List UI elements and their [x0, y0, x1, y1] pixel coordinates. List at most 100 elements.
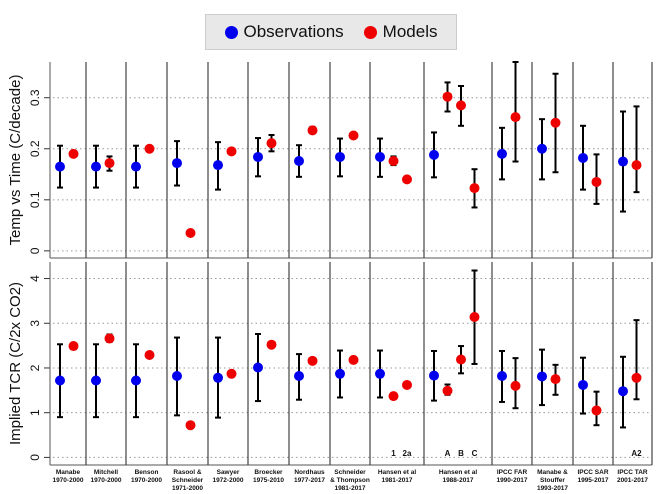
- legend-marker-models: [363, 25, 377, 39]
- y-tick-label: 2: [28, 364, 42, 371]
- model-point: [456, 354, 466, 365]
- column-label: 1981-2017: [334, 485, 365, 492]
- y-tick-label: 3: [28, 320, 42, 327]
- column-label: Sawyer: [217, 469, 240, 476]
- column-label: Hansen et al: [378, 469, 416, 476]
- model-point: [510, 112, 521, 123]
- column-label: 1981-2017: [381, 477, 412, 484]
- column-label: Nordhaus: [294, 469, 325, 476]
- observation-point: [618, 386, 628, 397]
- model-label: C: [472, 449, 478, 458]
- legend: Observations Models: [205, 14, 457, 50]
- observation-point: [55, 375, 65, 386]
- model-point: [266, 138, 277, 149]
- model-point: [442, 385, 453, 396]
- column-label: IPCC FAR: [497, 469, 528, 476]
- legend-item-observations: Observations: [224, 22, 344, 42]
- column-label: 1970-2000: [131, 477, 162, 484]
- model-point: [631, 160, 642, 171]
- column-label: IPCC SAR: [577, 469, 608, 476]
- column-label: 1975-2010: [253, 477, 284, 484]
- model-point: [591, 176, 602, 187]
- observation-point: [537, 371, 547, 382]
- observation-point: [55, 161, 65, 172]
- model-point: [469, 311, 480, 322]
- observation-point: [213, 160, 223, 171]
- model-point: [388, 391, 399, 402]
- model-point: [510, 380, 521, 391]
- observation-point: [131, 161, 141, 172]
- y-axis-label: Implied TCR (C/2x CO2): [7, 282, 24, 445]
- model-point: [348, 354, 359, 365]
- observation-point: [91, 375, 101, 386]
- column-label: Schneider: [172, 477, 204, 484]
- y-tick-label: 4: [28, 275, 42, 282]
- column-label: Rasool &: [173, 469, 201, 476]
- y-tick-label: 0: [28, 454, 42, 461]
- model-label: A2: [631, 449, 642, 458]
- observation-point: [578, 152, 588, 163]
- column-label: Benson: [135, 469, 159, 476]
- observation-point: [294, 371, 304, 382]
- model-point: [226, 146, 237, 157]
- model-label: 1: [391, 449, 396, 458]
- model-point: [68, 148, 79, 159]
- column-label: Mitchell: [94, 469, 118, 476]
- model-label: B: [458, 449, 464, 458]
- model-point: [104, 333, 115, 344]
- model-point: [469, 183, 480, 194]
- column-label: Manabe: [56, 469, 81, 476]
- model-point: [68, 341, 79, 352]
- legend-label-observations: Observations: [243, 22, 344, 41]
- model-point: [144, 143, 155, 154]
- observation-point: [131, 375, 141, 386]
- column-label: 1970-2000: [90, 477, 121, 484]
- legend-item-models: Models: [363, 22, 438, 42]
- observation-point: [213, 372, 223, 383]
- column-label: 2001-2017: [617, 477, 648, 484]
- y-tick-label: 0.3: [28, 89, 42, 106]
- y-tick-label: 1: [28, 409, 42, 416]
- column-label: Stouffer: [540, 477, 565, 484]
- y-tick-label: 0.2: [28, 140, 42, 157]
- observation-point: [618, 156, 628, 167]
- model-point: [456, 100, 466, 111]
- model-point: [442, 91, 453, 102]
- column-label: 1970-2000: [52, 477, 83, 484]
- model-point: [631, 372, 642, 383]
- model-label: 2a: [403, 449, 412, 458]
- legend-label-models: Models: [382, 22, 438, 41]
- y-tick-label: 0: [28, 247, 42, 254]
- column-label: Hansen et al: [439, 469, 477, 476]
- observation-point: [429, 370, 439, 381]
- observation-point: [335, 151, 345, 162]
- column-label: 1971-2000: [172, 485, 203, 492]
- observation-point: [497, 371, 507, 382]
- column-label: Schneider: [334, 469, 366, 476]
- observation-point: [578, 379, 588, 390]
- column-label: & Thompson: [330, 477, 370, 484]
- model-label: A: [445, 449, 451, 458]
- model-point: [307, 125, 318, 136]
- legend-marker-observations: [224, 25, 238, 39]
- model-point: [348, 130, 359, 141]
- model-point: [307, 355, 318, 366]
- column-label: 1995-2017: [577, 477, 608, 484]
- model-point: [226, 368, 237, 379]
- observation-point: [91, 161, 101, 172]
- observation-point: [253, 362, 263, 373]
- model-point: [185, 420, 196, 431]
- observation-point: [375, 151, 385, 162]
- model-point: [266, 339, 277, 350]
- observation-point: [537, 143, 547, 154]
- model-point: [402, 379, 412, 390]
- column-label: 1972-2000: [212, 477, 243, 484]
- y-axis-label: Temp vs Time (C/decade): [7, 75, 24, 246]
- model-point: [144, 350, 155, 361]
- y-tick-label: 0.1: [28, 191, 42, 208]
- observation-point: [375, 368, 385, 379]
- observation-point: [335, 368, 345, 379]
- model-point: [402, 174, 412, 185]
